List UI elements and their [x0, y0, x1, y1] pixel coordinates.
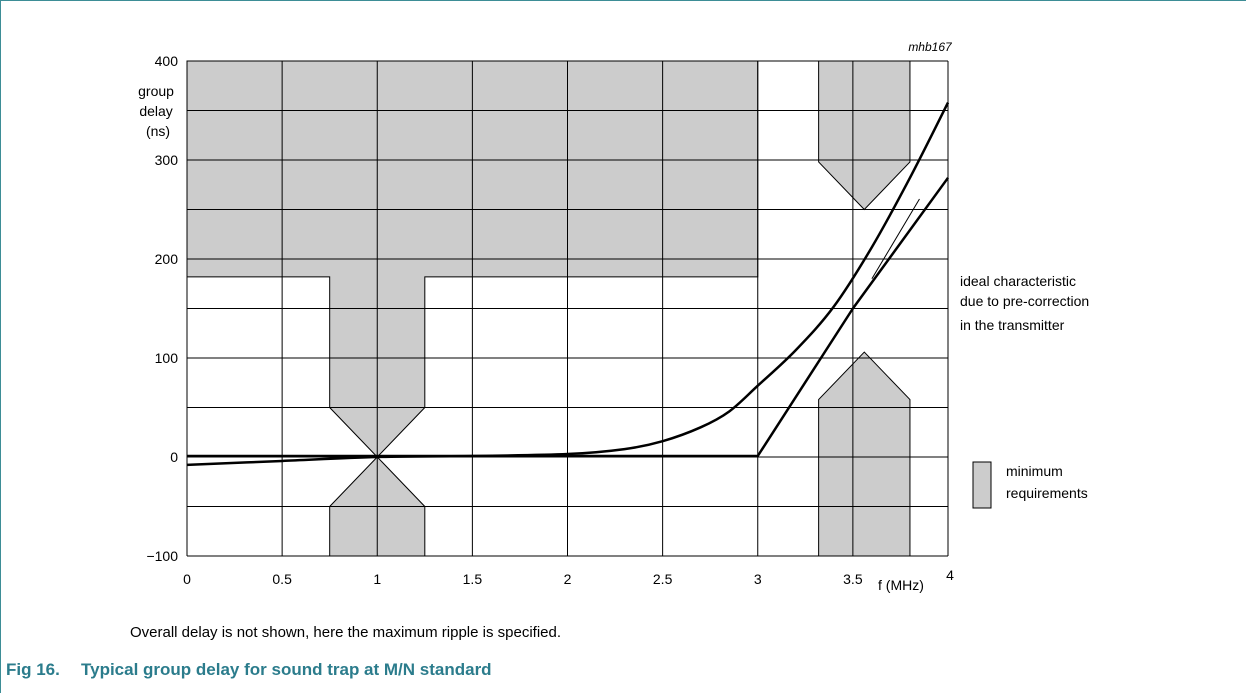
- y-axis-label-line-2: delay: [139, 103, 172, 119]
- annotation-text: ideal characteristic due to pre-correcti…: [960, 273, 1093, 333]
- series-line-1: [187, 177, 950, 458]
- y-axis-label-line-3: (ns): [146, 123, 170, 139]
- y-tick-label-0: −100: [146, 548, 178, 564]
- caption-title: Typical group delay for sound trap at M/…: [81, 660, 492, 679]
- annotation-pointer: [871, 198, 920, 280]
- legend-label: minimum requirements: [1006, 463, 1088, 501]
- annotation-line-2: due to pre-correction: [960, 293, 1089, 309]
- x-tick-label-7: 3.5: [843, 571, 863, 587]
- legend-label-line-2: requirements: [1006, 485, 1088, 501]
- x-tick-label-0: 0: [183, 571, 191, 587]
- caption-number: Fig 16.: [6, 660, 60, 679]
- y-tick-label-1: 0: [170, 449, 178, 465]
- grid-lines: [186, 60, 949, 557]
- legend-swatch: [972, 461, 992, 509]
- legend-label-line-1: minimum: [1006, 463, 1063, 479]
- x-axis-label: f (MHz): [878, 577, 924, 593]
- x-tick-label-8: 4: [946, 567, 954, 583]
- x-tick-label-4: 2: [564, 571, 572, 587]
- y-tick-label-3: 200: [155, 251, 179, 267]
- axis-tick-labels: 0 0.5 1 1.5 2 2.5 3 3.5 4 −100 0 100 200 300 400: [146, 53, 954, 587]
- x-tick-label-6: 3: [754, 571, 762, 587]
- y-tick-label-4: 300: [155, 152, 179, 168]
- y-tick-label-5: 400: [155, 53, 179, 69]
- annotation-line-3: in the transmitter: [960, 317, 1065, 333]
- requirement-region-2: [818, 60, 911, 211]
- y-tick-label-2: 100: [155, 350, 179, 366]
- x-tick-label-1: 0.5: [272, 571, 292, 587]
- figure-note: Overall delay is not shown, here the max…: [130, 624, 562, 641]
- series-lines: [186, 102, 950, 467]
- x-tick-label-2: 1: [373, 571, 381, 587]
- chart-svg: 0 0.5 1 1.5 2 2.5 3 3.5 4 −100 0 100 200 300 400 mhb16…: [138, 40, 1093, 593]
- x-tick-label-3: 1.5: [463, 571, 483, 587]
- y-axis-label-line-1: group: [138, 83, 174, 99]
- requirement-region-3: [818, 351, 911, 557]
- x-tick-label-5: 2.5: [653, 571, 673, 587]
- y-axis-label: group delay (ns): [138, 83, 178, 139]
- figure-code: mhb167: [908, 40, 953, 54]
- figure-caption: Fig 16. Typical group delay for sound tra…: [6, 660, 492, 680]
- annotation-line-1: ideal characteristic: [960, 273, 1076, 289]
